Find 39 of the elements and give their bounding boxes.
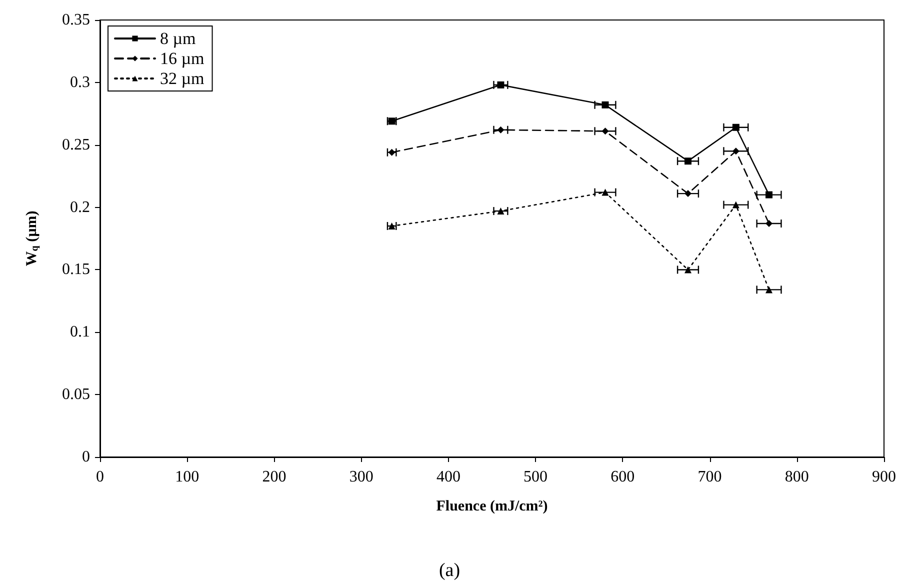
y-tick-label: 0.05 (62, 386, 90, 404)
x-tick-label: 200 (262, 468, 286, 486)
text: (a) (438, 560, 460, 581)
point (497, 126, 504, 134)
point (732, 148, 740, 155)
point (497, 81, 504, 88)
x-tick-label: 600 (610, 468, 635, 486)
x-tick-label: 500 (524, 468, 548, 486)
point (732, 124, 740, 131)
y-tick-label: 0.15 (62, 261, 90, 278)
x-tick-label: 800 (784, 468, 809, 486)
legend-label: 8 µm (160, 29, 196, 48)
point (602, 128, 609, 135)
x-tick-label: 100 (175, 468, 200, 486)
point (766, 220, 773, 228)
y-tick-label: 0 (82, 448, 90, 466)
y-tick-label: 0.2 (70, 198, 90, 216)
x-tick-label: 700 (698, 468, 722, 486)
legend-label: 32 µm (160, 69, 204, 88)
legend-label: 16 µm (160, 49, 204, 68)
y-axis-title: Wq (µm) (24, 210, 40, 266)
point (602, 101, 609, 108)
point (684, 190, 692, 198)
y-tick-label: 0.35 (62, 12, 90, 28)
y-tick-label: 0.3 (70, 74, 90, 91)
point (602, 188, 609, 196)
point (684, 266, 692, 274)
point (684, 158, 692, 165)
x-tick-label: 400 (436, 468, 460, 486)
x-tick-label: 900 (872, 468, 896, 486)
point (732, 201, 740, 208)
y-tick-label: 0.25 (62, 136, 90, 154)
x-tick-label: 0 (96, 468, 104, 486)
point (766, 286, 773, 294)
x-axis-title: Fluence (mJ/cm²) (436, 498, 548, 514)
x-tick-label: 300 (349, 468, 374, 486)
point (766, 191, 773, 198)
y-tick-label: 0.1 (70, 324, 90, 341)
point (497, 208, 504, 215)
